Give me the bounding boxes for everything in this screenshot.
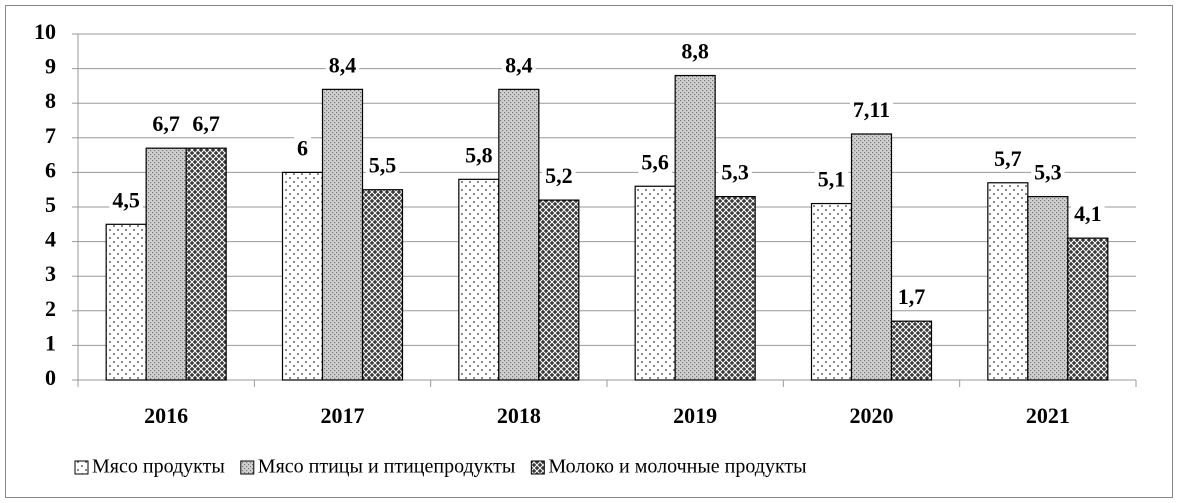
bar (281, 171, 324, 381)
legend-label: Мясо птицы и птицепродукты (258, 456, 516, 478)
legend-swatch (530, 460, 545, 475)
x-tick-label: 2017 (321, 403, 365, 428)
legend-label: Молоко и молочные продукты (548, 456, 806, 478)
y-tick-label: 3 (45, 261, 56, 286)
bar (714, 196, 756, 381)
label-bg (149, 111, 183, 137)
label-bg (849, 97, 894, 123)
bar (321, 88, 364, 381)
data-label: 4,1 (1074, 201, 1102, 226)
label-bg (678, 38, 712, 64)
label-bg (189, 111, 223, 137)
bar (458, 178, 500, 381)
data-label: 6,7 (192, 111, 220, 136)
bar (634, 185, 676, 381)
data-label: 5,6 (641, 149, 669, 174)
bar (674, 74, 716, 381)
y-tick-label: 0 (45, 365, 56, 390)
label-bg (462, 142, 496, 168)
legend-swatch (240, 460, 255, 475)
bar (810, 202, 853, 381)
y-tick-label: 1 (45, 330, 56, 355)
bar (105, 223, 147, 381)
label-bg (325, 52, 360, 78)
data-label: 5,7 (994, 146, 1022, 171)
data-label: 8,4 (505, 52, 533, 77)
data-label: 6,7 (152, 111, 180, 136)
label-bg (814, 166, 849, 192)
bar (1067, 237, 1109, 381)
x-tick-label: 2020 (850, 403, 894, 428)
bar (1027, 196, 1069, 381)
bar (498, 88, 540, 381)
data-label: 5,2 (545, 163, 573, 188)
bar (987, 182, 1029, 381)
label-bg (638, 149, 672, 175)
data-label: 8,8 (681, 39, 709, 64)
y-tick-label: 5 (45, 192, 56, 217)
data-label: 5,3 (1034, 160, 1062, 185)
label-bg (1071, 201, 1105, 227)
label-bg (294, 135, 311, 161)
x-tick-label: 2021 (1026, 403, 1070, 428)
data-label: 6 (297, 135, 308, 160)
x-tick-label: 2016 (144, 403, 188, 428)
y-tick-label: 8 (45, 88, 56, 113)
data-label: 4,5 (112, 187, 140, 212)
y-tick-label: 4 (45, 227, 56, 252)
bar (361, 189, 404, 381)
data-label: 8,4 (329, 52, 357, 77)
label-bg (894, 284, 929, 310)
y-tick-label: 6 (45, 157, 56, 182)
data-label: 5,1 (818, 167, 846, 192)
y-tick-label: 2 (45, 296, 56, 321)
bar (850, 133, 893, 381)
data-label: 7,11 (853, 97, 890, 122)
label-bg (542, 163, 576, 189)
y-tick-label: 7 (45, 123, 56, 148)
y-tick-label: 10 (34, 19, 56, 44)
x-tick-label: 2019 (673, 403, 717, 428)
data-label: 1,7 (898, 284, 926, 309)
label-bg (502, 52, 536, 78)
data-label: 5,5 (369, 153, 397, 178)
data-label: 5,3 (721, 160, 749, 185)
data-label: 5,8 (465, 142, 493, 167)
bar (145, 147, 187, 381)
bar (890, 320, 933, 381)
x-tick-label: 2018 (497, 403, 541, 428)
bar (185, 147, 227, 381)
label-bg (718, 159, 752, 185)
legend-swatch (74, 460, 89, 475)
label-bg (365, 152, 400, 178)
y-tick-label: 9 (45, 54, 56, 79)
label-bg (991, 145, 1025, 171)
label-bg (1031, 159, 1065, 185)
legend-label: Мясо продукты (92, 456, 225, 478)
label-bg (109, 187, 143, 213)
bar (538, 199, 580, 381)
